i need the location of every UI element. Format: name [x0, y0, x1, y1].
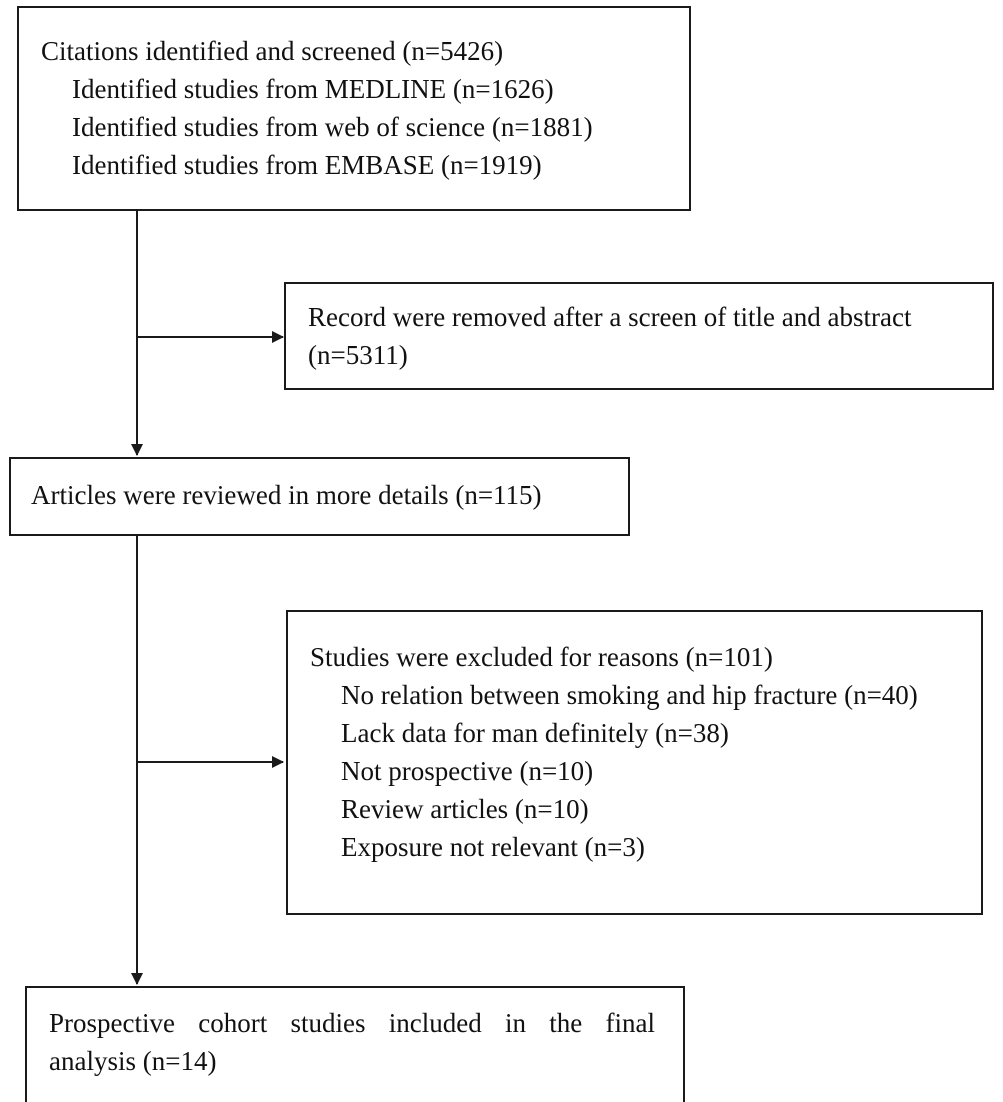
identified-item-web-of-science: Identified studies from web of science (…: [72, 112, 593, 142]
excluded-item-exposure-not-relevant: Exposure not relevant (n=3): [341, 832, 645, 862]
excluded-item-review-articles: Review articles (n=10): [341, 794, 589, 824]
identified-item-medline: Identified studies from MEDLINE (n=1626): [72, 74, 554, 104]
removed-text-line2: (n=5311): [308, 340, 408, 370]
identified-title: Citations identified and screened (n=542…: [41, 36, 504, 66]
excluded-item-no-relation: No relation between smoking and hip frac…: [341, 680, 918, 710]
included-final-box: Prospective cohort studies included in t…: [25, 986, 685, 1102]
excluded-box: Studies were excluded for reasons (n=101…: [286, 610, 983, 915]
removed-text-line1: Record were removed after a screen of ti…: [308, 302, 912, 332]
excluded-item-not-prospective: Not prospective (n=10): [341, 756, 594, 786]
excluded-title: Studies were excluded for reasons (n=101…: [310, 642, 773, 672]
identified-item-embase: Identified studies from EMBASE (n=1919): [72, 150, 542, 180]
excluded-item-lack-data: Lack data for man definitely (n=38): [341, 718, 729, 748]
reviewed-box: Articles were reviewed in more details (…: [9, 457, 630, 536]
included-text-line1: Prospective cohort studies included in t…: [49, 1008, 655, 1038]
reviewed-title: Articles were reviewed in more details (…: [31, 480, 542, 510]
identified-box: Citations identified and screened (n=542…: [17, 6, 691, 211]
removed-box: Record were removed after a screen of ti…: [284, 282, 994, 390]
included-text-line2: analysis (n=14): [49, 1046, 217, 1076]
